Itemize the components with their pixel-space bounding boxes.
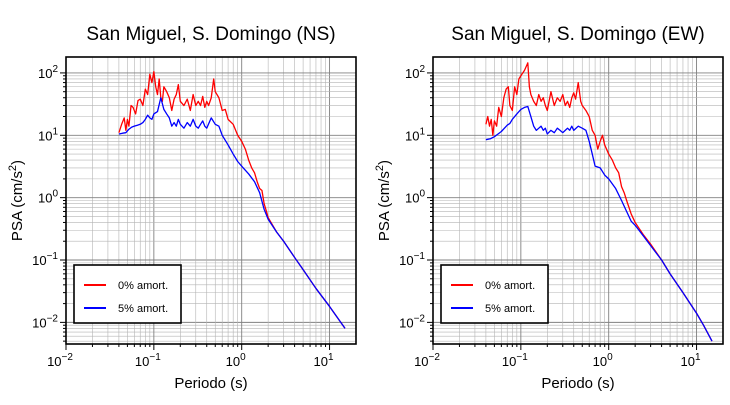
x-tick-label: 10−1 — [502, 352, 528, 369]
series-line-five-percent-damping — [118, 97, 346, 329]
y-tick-label: 10−1 — [32, 251, 58, 268]
legend-label: 5% amort. — [118, 303, 168, 315]
y-tick-label: 10−2 — [32, 313, 58, 330]
series-line-zero-damping — [485, 62, 713, 342]
legend-label: 5% amort. — [485, 303, 535, 315]
series-line-five-percent-damping — [485, 105, 713, 342]
y-axis-label: PSA (cm/s2) — [7, 160, 26, 241]
y-tick-label: 102 — [38, 64, 58, 81]
legend-label: 0% amort. — [485, 280, 535, 292]
series-line-zero-damping — [118, 70, 346, 329]
legend-label: 0% amort. — [118, 280, 168, 292]
legend-box — [73, 264, 182, 324]
y-tick-label: 100 — [405, 189, 425, 206]
legend-box — [440, 264, 549, 324]
x-tick-label: 101 — [314, 352, 334, 369]
chart-title: San Miguel, S. Domingo (EW) — [451, 24, 704, 45]
x-tick-label: 10−2 — [47, 352, 73, 369]
x-tick-label: 100 — [226, 352, 246, 369]
y-tick-label: 101 — [405, 126, 425, 143]
y-axis-label: PSA (cm/s2) — [374, 160, 393, 241]
y-tick-label: 10−1 — [399, 251, 425, 268]
x-tick-label: 10−1 — [135, 352, 161, 369]
y-tick-label: 101 — [38, 126, 58, 143]
chart-panel-ns: 10−2 10−1 100 101 10−2 10−1 100 101 102 San Migue… — [7, 24, 357, 392]
legend: 0% amort. 5% amort. — [73, 264, 182, 324]
y-tick-label: 102 — [405, 64, 425, 81]
y-tick-label: 100 — [38, 189, 58, 206]
x-tick-label: 101 — [681, 352, 701, 369]
chart-title: San Miguel, S. Domingo (NS) — [86, 24, 335, 45]
y-tick-label: 10−2 — [399, 313, 425, 330]
x-tick-label: 100 — [593, 352, 613, 369]
chart-panel-ew: 10−2 10−1 100 101 10−2 10−1 100 101 102 San Migue… — [374, 24, 724, 392]
tick-marks — [427, 72, 698, 350]
x-axis-label: Periodo (s) — [174, 375, 247, 392]
tick-marks — [60, 72, 331, 350]
x-axis-label: Periodo (s) — [541, 375, 614, 392]
legend: 0% amort. 5% amort. — [440, 264, 549, 324]
x-tick-label: 10−2 — [414, 352, 440, 369]
